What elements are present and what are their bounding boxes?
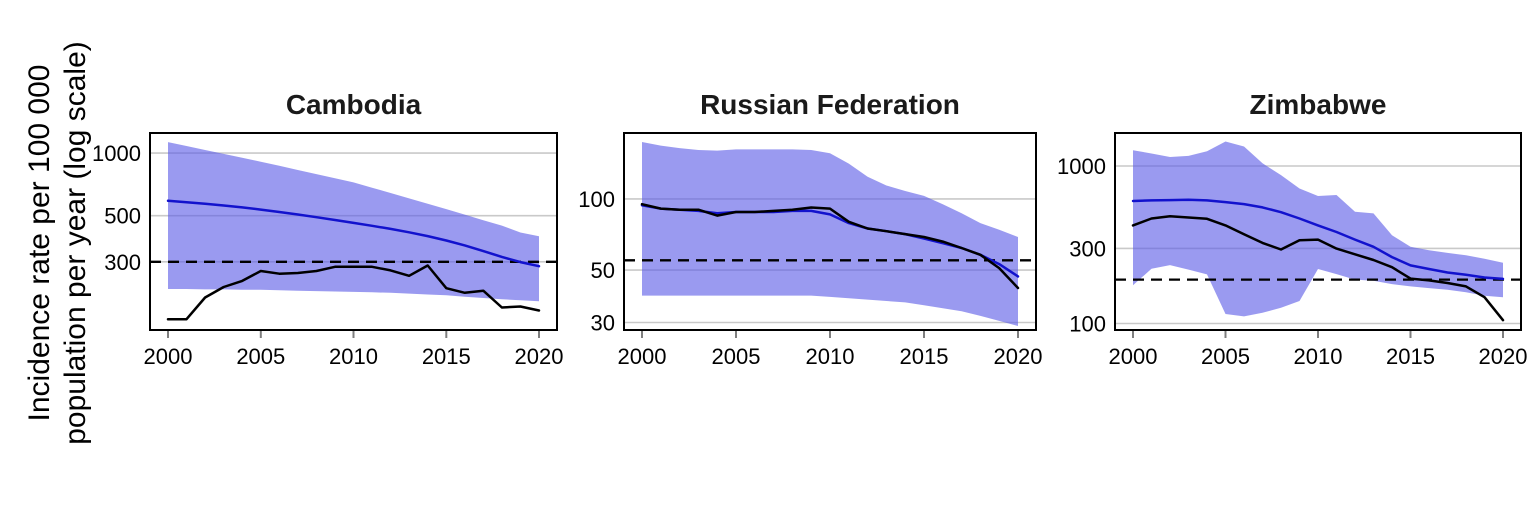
y-tick-label: 1000 — [92, 141, 141, 166]
x-tick-label: 2020 — [1479, 344, 1528, 369]
black-observed-line — [640, 202, 1020, 290]
panel-border — [149, 132, 558, 331]
x-tick-label: 2010 — [329, 344, 378, 369]
blue-estimate-line — [1131, 198, 1505, 281]
panel-border — [623, 132, 1037, 331]
y-tick-label: 100 — [578, 187, 615, 212]
y-tick-label: 500 — [104, 204, 141, 229]
black-observed-line — [1131, 214, 1505, 322]
x-tick-label: 2010 — [1294, 344, 1343, 369]
x-tick-label: 2000 — [1109, 344, 1158, 369]
y-axis-label-line1: Incidence rate per 100 000 — [23, 64, 56, 422]
x-tick-label: 2020 — [515, 344, 564, 369]
y-tick-label: 50 — [591, 258, 615, 283]
x-tick-label: 2015 — [900, 344, 949, 369]
y-tick-label: 300 — [104, 250, 141, 275]
x-tick-label: 2015 — [1386, 344, 1435, 369]
y-axis-label: Incidence rate per 100 000 population pe… — [22, 41, 94, 445]
panel-border — [1114, 132, 1522, 331]
x-tick-label: 2000 — [144, 344, 193, 369]
panel-title-cambodia: Cambodia — [285, 89, 422, 120]
x-tick-label: 2000 — [618, 344, 667, 369]
panel-title-zimbabwe: Zimbabwe — [1249, 89, 1387, 120]
x-tick-label: 2005 — [236, 344, 285, 369]
y-tick-label: 1000 — [1057, 154, 1106, 179]
panel-title-russian-federation: Russian Federation — [700, 89, 960, 120]
blue-estimate-line — [166, 199, 541, 268]
confidence-band — [1133, 141, 1503, 317]
x-tick-label: 2015 — [422, 344, 471, 369]
x-tick-label: 2005 — [1201, 344, 1250, 369]
black-observed-line — [166, 264, 541, 321]
x-tick-label: 2010 — [806, 344, 855, 369]
x-tick-label: 2005 — [712, 344, 761, 369]
confidence-band — [642, 142, 1018, 326]
chart-panel-cambodia: 1000 500 300 2000 2005 2010 2015 2020 — [92, 132, 564, 369]
y-tick-label: 30 — [591, 311, 615, 336]
x-tick-label: 2020 — [994, 344, 1043, 369]
y-tick-label: 300 — [1069, 236, 1106, 261]
y-tick-label: 100 — [1069, 312, 1106, 337]
